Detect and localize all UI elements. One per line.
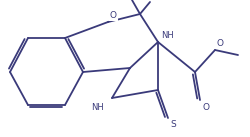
Text: S: S bbox=[169, 120, 175, 129]
Text: O: O bbox=[110, 11, 116, 20]
Text: NH: NH bbox=[160, 31, 173, 40]
Text: O: O bbox=[202, 103, 209, 112]
Text: O: O bbox=[216, 39, 223, 48]
Text: NH: NH bbox=[91, 103, 104, 112]
